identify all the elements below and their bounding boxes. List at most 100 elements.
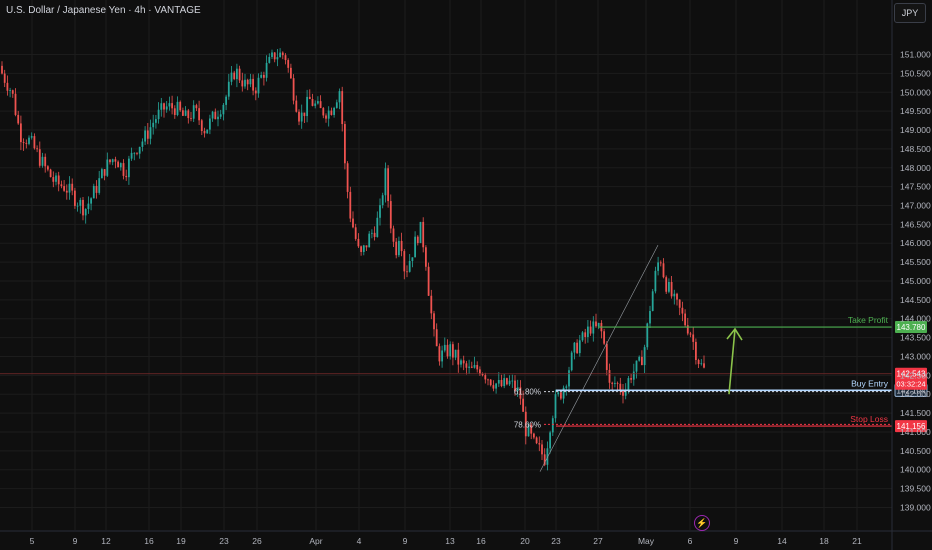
candle-body [44, 156, 47, 167]
take-profit-price: 143.780 [897, 323, 926, 332]
y-tick-label: 150.500 [900, 68, 931, 78]
candle-body [136, 152, 138, 154]
stop-loss-price: 141.156 [897, 422, 926, 431]
candle-body [76, 205, 79, 207]
candle-body [595, 321, 597, 327]
x-tick-label: 4 [357, 536, 362, 546]
candle-body [290, 67, 292, 79]
candle-body [357, 238, 360, 247]
candle-body [90, 198, 92, 204]
take-profit-label: Take Profit [848, 315, 889, 325]
candle-body [511, 380, 514, 382]
candle-body [284, 55, 287, 61]
candle-body [670, 282, 673, 297]
candle-body [681, 307, 684, 314]
chart-grid [0, 0, 892, 530]
candle-body [63, 186, 65, 191]
candle-body [514, 380, 516, 392]
candle-body [395, 241, 398, 256]
fib-trendline[interactable] [539, 244, 659, 472]
candle-body [592, 321, 595, 334]
y-tick-label: 143.500 [900, 333, 931, 343]
candle-body [554, 394, 557, 419]
candle-body [562, 387, 565, 399]
candle-body [489, 379, 492, 386]
candle-body [325, 115, 327, 119]
candle-body [319, 101, 322, 109]
x-tick-label: 9 [73, 536, 78, 546]
y-tick-label: 141.500 [900, 408, 931, 418]
candle-body [389, 201, 392, 229]
candle-body [163, 103, 165, 110]
candle-body [452, 344, 454, 358]
candle-body [381, 195, 384, 206]
candle-body [65, 190, 68, 193]
candle-body [49, 169, 52, 178]
candle-body [578, 340, 581, 354]
candle-body [673, 293, 676, 297]
candle-body [398, 240, 400, 256]
drawing-overlays[interactable]: 61.80% 78.60% Take Profit 143.780 Buy Entry 1… [0, 244, 928, 472]
candle-body [692, 334, 695, 342]
candle-body [462, 360, 465, 364]
x-tick-label: 6 [688, 536, 693, 546]
x-tick-label: 26 [252, 536, 262, 546]
candle-body [68, 183, 71, 193]
candle-body [557, 392, 560, 395]
candle-body [589, 326, 592, 334]
candle-body [649, 310, 651, 324]
candle-body [114, 159, 117, 162]
candle-body [416, 236, 419, 243]
candle-body [233, 72, 236, 80]
candle-body [257, 77, 260, 94]
candle-body [430, 295, 433, 314]
candle-body [252, 78, 254, 91]
candle-body [541, 444, 543, 455]
candle-body [492, 385, 495, 389]
y-tick-label: 149.500 [900, 106, 931, 116]
candle-body [211, 111, 214, 119]
candle-body [38, 149, 41, 166]
candle-body [308, 96, 311, 100]
candle-body [230, 72, 233, 82]
candle-body [206, 129, 209, 134]
lightning-icon[interactable]: ⚡ [694, 515, 710, 531]
candle-body [36, 148, 38, 150]
candle-body [14, 93, 17, 115]
candle-body [198, 108, 200, 121]
candle-body [611, 382, 614, 384]
candle-body [327, 110, 330, 119]
candle-body [209, 118, 211, 130]
candle-body [457, 349, 460, 365]
candle-body [624, 389, 627, 396]
candle-body [538, 443, 541, 445]
x-tick-label: 14 [777, 536, 787, 546]
candle-body [522, 398, 524, 412]
candle-body [676, 293, 678, 300]
target-arrow[interactable] [728, 328, 736, 395]
candle-body [300, 112, 303, 122]
candle-body [241, 80, 244, 87]
candle-body [503, 378, 506, 387]
candle-body [665, 277, 668, 292]
y-tick-label: 139.000 [900, 502, 931, 512]
candle-body [460, 360, 462, 365]
candle-body [292, 78, 295, 101]
candle-body [333, 107, 335, 115]
candle-body [581, 332, 584, 341]
candle-body [638, 356, 641, 361]
price-axis[interactable]: 151.000 150.500 150.000 149.500 149.000 148.5… [891, 0, 931, 550]
x-tick-label: 16 [144, 536, 154, 546]
candle-body [365, 245, 368, 248]
candle-body [11, 90, 14, 94]
candle-body [128, 158, 130, 178]
y-tick-label: 147.000 [900, 201, 931, 211]
currency-button[interactable]: JPY [894, 3, 926, 23]
candle-body [25, 142, 28, 144]
candle-body [689, 333, 692, 335]
candle-body [238, 68, 241, 81]
candle-body [98, 178, 101, 193]
candle-body [149, 127, 152, 139]
time-axis[interactable]: 5 9 12 16 19 23 26 Apr 4 9 13 16 20 23 27 May 6 9 14 18 21 [0, 530, 932, 546]
